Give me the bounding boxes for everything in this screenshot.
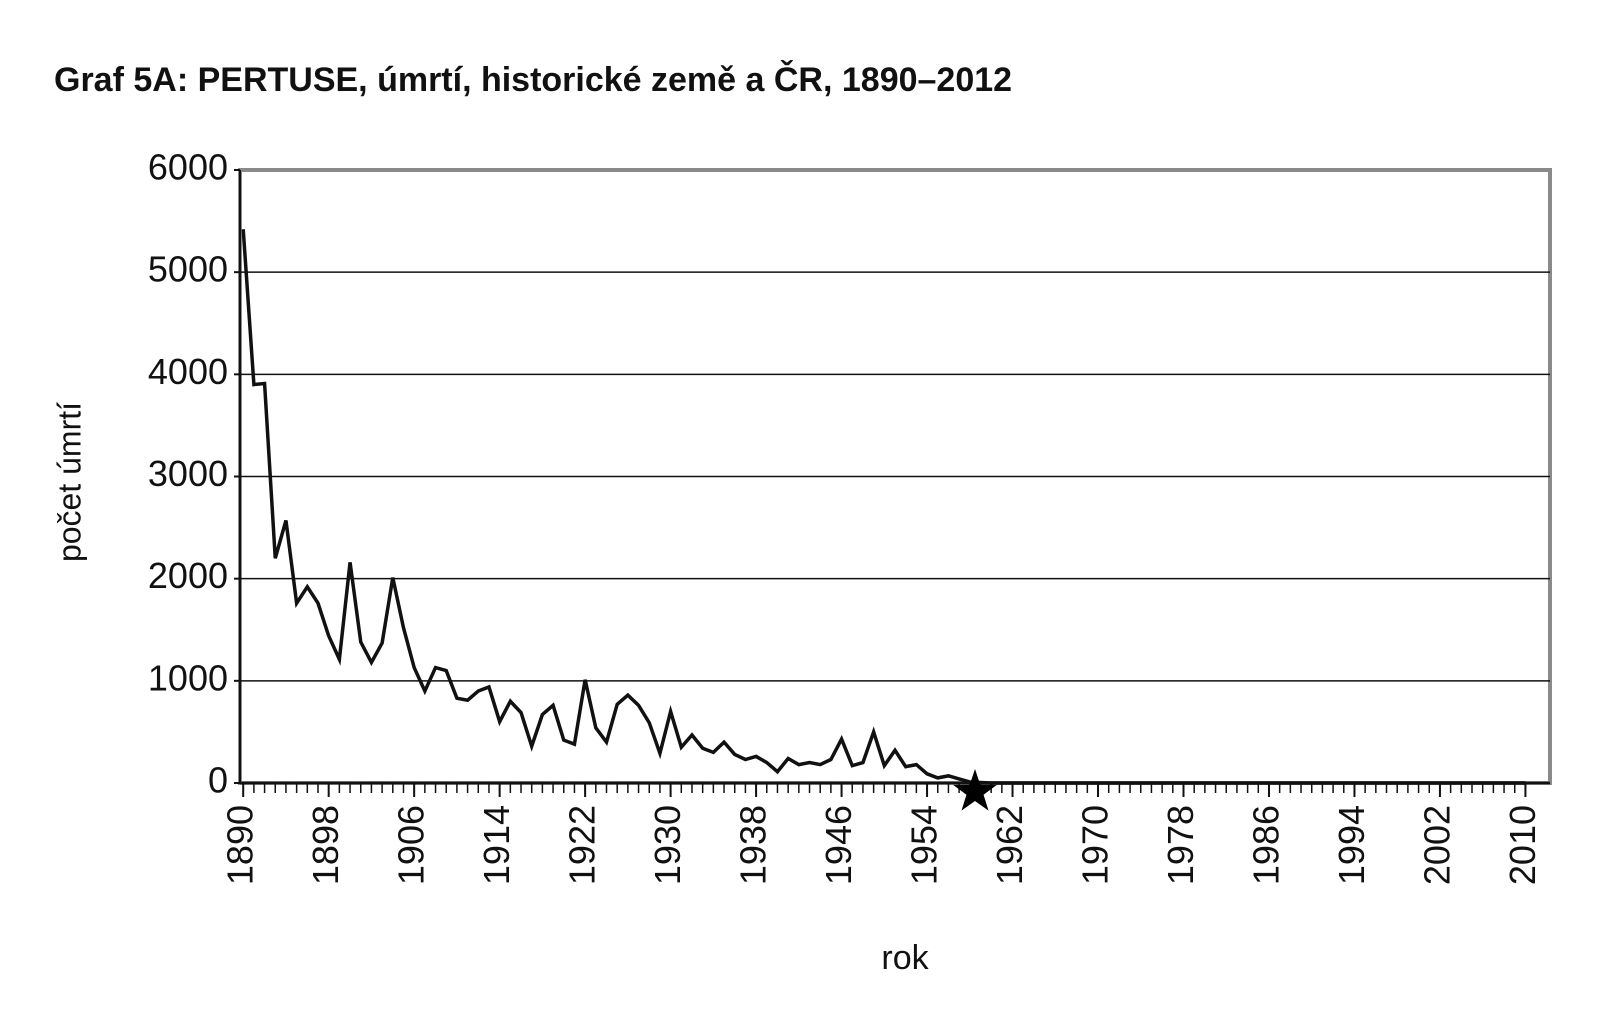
x-tick-label: 1970 xyxy=(1075,805,1116,885)
y-tick-label: 0 xyxy=(208,760,228,801)
y-axis-label: počet úmrtí xyxy=(51,402,87,562)
x-tick-label: 1994 xyxy=(1331,805,1372,885)
y-tick-label: 2000 xyxy=(148,555,228,596)
x-tick-label: 2010 xyxy=(1502,805,1543,885)
line-series xyxy=(241,229,1526,785)
y-tick-label: 6000 xyxy=(148,147,228,188)
x-tick-label: 1938 xyxy=(733,805,774,885)
x-axis-label: rok xyxy=(881,939,929,977)
y-tick-label: 4000 xyxy=(148,351,228,392)
x-tick-label: 1954 xyxy=(904,805,945,885)
x-tick-label: 1930 xyxy=(647,805,688,885)
x-tick-label: 1890 xyxy=(220,805,261,885)
x-tick-label: 1946 xyxy=(818,805,859,885)
x-tick-label: 1906 xyxy=(391,805,432,885)
y-tick-label: 1000 xyxy=(148,657,228,698)
x-tick-label: 1962 xyxy=(989,805,1030,885)
star-marker xyxy=(953,769,997,811)
x-tick-label: 1978 xyxy=(1160,805,1201,885)
y-tick-label: 5000 xyxy=(148,249,228,290)
chart-title: Graf 5A: PERTUSE, úmrtí, historické země… xyxy=(54,60,1012,99)
x-tick-label: 1986 xyxy=(1245,805,1286,885)
y-tick-label: 3000 xyxy=(148,453,228,494)
x-tick-label: 2002 xyxy=(1416,805,1457,885)
x-tick-label: 1898 xyxy=(305,805,346,885)
x-tick-label: 1922 xyxy=(562,805,603,885)
x-tick-label: 1914 xyxy=(476,805,517,885)
